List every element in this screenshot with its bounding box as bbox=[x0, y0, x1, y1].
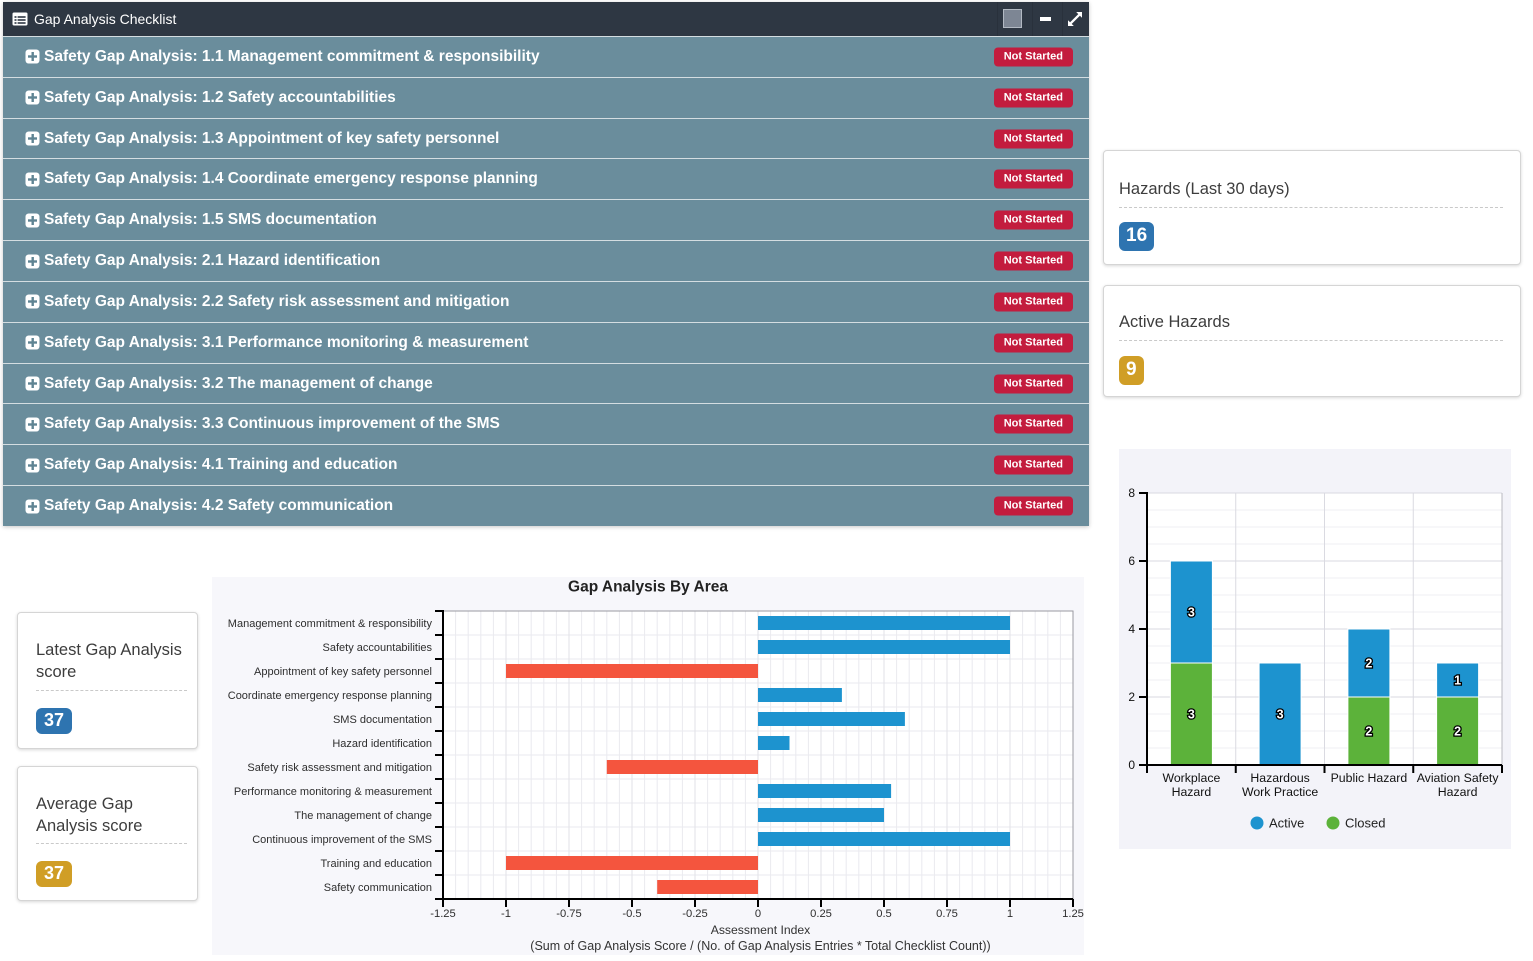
svg-text:Safety risk assessment and mit: Safety risk assessment and mitigation bbox=[247, 762, 432, 774]
svg-text:Workplace: Workplace bbox=[1162, 771, 1220, 785]
svg-text:2: 2 bbox=[1128, 690, 1135, 704]
svg-text:Performance monitoring & measu: Performance monitoring & measurement bbox=[234, 786, 432, 798]
svg-text:Gap Analysis By Area: Gap Analysis By Area bbox=[568, 579, 728, 596]
svg-text:Hazard identification: Hazard identification bbox=[332, 738, 432, 750]
svg-text:-1: -1 bbox=[501, 908, 511, 920]
svg-text:-0.75: -0.75 bbox=[556, 908, 582, 920]
svg-text:1.25: 1.25 bbox=[1062, 908, 1084, 920]
svg-text:-0.25: -0.25 bbox=[682, 908, 708, 920]
svg-text:3: 3 bbox=[1188, 606, 1195, 620]
svg-text:Safety communication: Safety communication bbox=[324, 882, 432, 894]
svg-text:Hazard: Hazard bbox=[1172, 785, 1212, 799]
svg-text:0.75: 0.75 bbox=[936, 908, 958, 920]
svg-text:The management of change: The management of change bbox=[294, 810, 432, 822]
svg-text:Aviation Safety: Aviation Safety bbox=[1417, 771, 1500, 785]
svg-text:Training and education: Training and education bbox=[320, 858, 432, 870]
svg-text:8: 8 bbox=[1128, 486, 1135, 500]
svg-text:Closed: Closed bbox=[1345, 816, 1385, 831]
svg-text:Safety accountabilities: Safety accountabilities bbox=[323, 642, 433, 654]
svg-text:3: 3 bbox=[1188, 708, 1195, 722]
svg-text:1: 1 bbox=[1007, 908, 1013, 920]
svg-text:0.5: 0.5 bbox=[876, 908, 892, 920]
svg-text:Public Hazard: Public Hazard bbox=[1331, 771, 1408, 785]
svg-text:Hazardous: Hazardous bbox=[1250, 771, 1309, 785]
svg-text:Appointment of key safety pers: Appointment of key safety personnel bbox=[254, 666, 432, 678]
svg-text:0.25: 0.25 bbox=[810, 908, 832, 920]
svg-text:Assessment Index: Assessment Index bbox=[711, 923, 811, 937]
svg-text:Active: Active bbox=[1269, 816, 1304, 831]
svg-text:Coordinate emergency response: Coordinate emergency response planning bbox=[228, 690, 432, 702]
svg-text:3: 3 bbox=[1277, 708, 1284, 722]
svg-text:6: 6 bbox=[1128, 554, 1135, 568]
svg-text:SMS documentation: SMS documentation bbox=[333, 714, 432, 726]
svg-text:Continuous improvement of the: Continuous improvement of the SMS bbox=[252, 834, 432, 846]
svg-text:0: 0 bbox=[1128, 758, 1135, 772]
svg-text:-1.25: -1.25 bbox=[430, 908, 456, 920]
svg-text:Management commitment & respon: Management commitment & responsibility bbox=[228, 618, 433, 630]
svg-text:4: 4 bbox=[1128, 622, 1135, 636]
svg-text:1: 1 bbox=[1454, 674, 1461, 688]
svg-text:Work Practice: Work Practice bbox=[1242, 785, 1318, 799]
svg-text:2: 2 bbox=[1454, 725, 1461, 739]
svg-text:0: 0 bbox=[755, 908, 761, 920]
svg-text:Hazard: Hazard bbox=[1438, 785, 1478, 799]
svg-text:2: 2 bbox=[1365, 657, 1372, 671]
svg-text:(Sum of Gap Analysis Score / (: (Sum of Gap Analysis Score / (No. of Gap… bbox=[530, 939, 990, 953]
svg-text:2: 2 bbox=[1365, 725, 1372, 739]
svg-text:-0.5: -0.5 bbox=[622, 908, 641, 920]
